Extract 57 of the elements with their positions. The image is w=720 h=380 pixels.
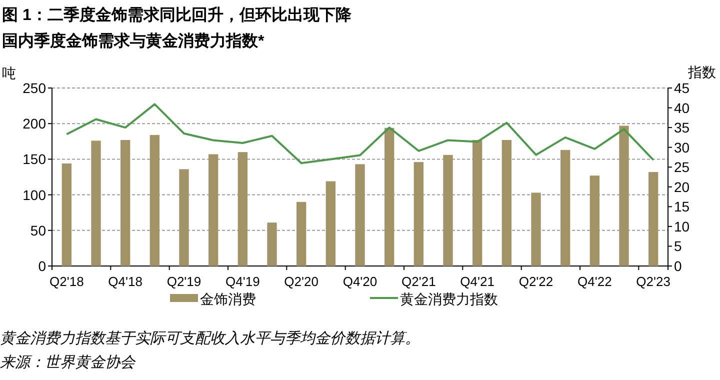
y2-tick-label: 35: [674, 120, 690, 136]
x-tick-label: Q2'20: [284, 274, 318, 289]
y2-tick-label: 45: [674, 80, 690, 96]
bar: [120, 140, 130, 266]
y2-tick-label: 30: [674, 139, 690, 156]
bar: [238, 152, 248, 266]
y2-tick-label: 5: [674, 238, 682, 254]
y-tick-label: 50: [30, 222, 46, 238]
bar: [267, 222, 277, 266]
y-tick-label: 250: [22, 80, 46, 96]
y2-tick-label: 15: [674, 198, 690, 215]
x-tick-label: Q2'18: [50, 274, 84, 289]
bar: [590, 176, 600, 266]
bar: [208, 154, 218, 266]
chart-subtitle: 国内季度金饰需求与黄金消费力指数*: [2, 31, 265, 50]
bar: [619, 126, 629, 266]
legend-label: 金饰消费: [200, 291, 256, 307]
bar: [296, 202, 306, 266]
x-tick-label: Q2'19: [166, 274, 202, 289]
y-axis-title: 吨: [2, 65, 16, 81]
bar: [531, 192, 541, 266]
bar: [150, 134, 160, 266]
bar: [648, 172, 658, 266]
bar: [355, 164, 365, 266]
y-tick-label: 150: [22, 151, 46, 168]
bar: [326, 181, 336, 266]
x-tick-label: Q4'19: [226, 274, 260, 289]
bar: [91, 140, 101, 266]
legend-label: 黄金消费力指数: [400, 291, 498, 307]
y2-axis-title: 指数: [687, 64, 716, 80]
x-tick-label: Q4'21: [460, 274, 494, 289]
bar: [179, 169, 189, 266]
y2-tick-label: 40: [674, 100, 690, 116]
bar: [472, 140, 482, 266]
bar: [414, 162, 424, 266]
x-tick-label: Q2'22: [518, 274, 554, 289]
text: 黄金消费力指数基于实际可支配收入水平与季均金价数据计算。: [0, 330, 420, 347]
bar: [384, 128, 394, 266]
line-series: [66, 103, 654, 164]
bar: [502, 140, 512, 266]
y2-tick-label: 20: [674, 178, 690, 195]
source-note: 来源：世界黄金协会: [0, 354, 136, 371]
y2-tick-label: 10: [674, 218, 690, 234]
y-tick-label: 200: [22, 116, 46, 132]
y-tick-label: 100: [22, 186, 46, 203]
x-tick-label: Q4'18: [108, 274, 142, 289]
x-tick-label: Q2'21: [402, 274, 436, 289]
chart-title: 图 1：二季度金饰需求同比回升，但环比出现下降: [2, 5, 352, 24]
bar: [443, 154, 453, 266]
y-tick-label: 0: [38, 258, 46, 274]
y2-tick-label: 25: [674, 159, 690, 176]
x-tick-label: Q4'20: [342, 274, 378, 289]
bar: [62, 163, 72, 266]
bar: [560, 150, 570, 266]
x-tick-label: Q4'22: [578, 274, 612, 289]
x-tick-label: Q2'23: [636, 274, 670, 289]
y2-tick-label: 0: [674, 258, 682, 274]
